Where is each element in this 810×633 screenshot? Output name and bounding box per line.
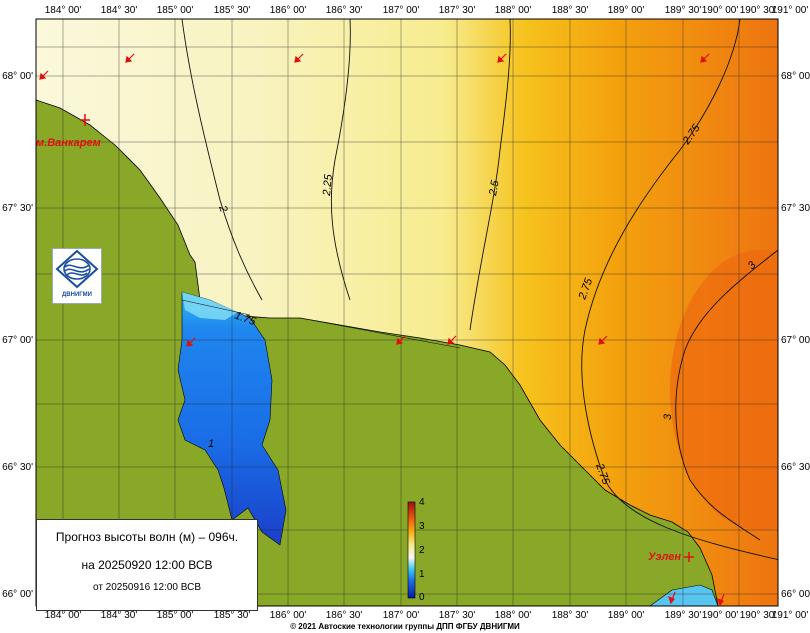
arrow-icon [39,70,49,80]
right-latitude-labels: 68° 00' 67° 30' 67° 00' 66° 30' 66° 00' [781,71,810,600]
arrow-icon [717,593,725,607]
vankarem-marker [80,114,90,126]
lon-label: 190° 00' [702,5,739,16]
arrow-icon [125,53,135,63]
contour-label-3-b: 3 [662,413,674,420]
dvnigmi-logo: ДВНИГМИ [52,248,102,304]
lon-label: 184° 00' [45,5,82,16]
graticule [36,19,778,606]
lon-label: 187° 00' [383,5,420,16]
forecast-issued-time: от 20250916 12:00 ВСВ [92,582,201,593]
arrow-icon [497,53,507,63]
lon-label: 185° 00' [157,610,194,621]
lon-label: 186° 30' [326,610,363,621]
lat-label: 66° 30' [781,462,810,473]
lon-label: 186° 00' [270,5,307,16]
lon-label: 186° 00' [270,610,307,621]
arrow-icon [700,53,710,63]
left-latitude-labels: 68° 00' 67° 30' 67° 00' 66° 30' 66° 00' [2,71,33,600]
contour-label-2-25: 2.25 [321,173,335,197]
logo-label: ДВНИГМИ [62,292,92,298]
arrow-icon [294,53,304,63]
colorbar: 4 3 2 1 0 [407,497,425,603]
arrow-icon [598,335,608,345]
arrow-icon [396,335,406,345]
lon-label: 184° 00' [45,610,82,621]
lon-label: 186° 30' [326,5,363,16]
lon-label: 188° 00' [495,5,532,16]
lon-label: 185° 30' [214,5,251,16]
top-longitude-labels: 184° 00' 184° 30' 185° 00' 185° 30' 186°… [45,5,809,16]
arrow-icon [186,337,196,347]
colorbar-gradient [407,501,416,599]
strait-water [649,584,719,606]
lon-label: 184° 30' [101,5,138,16]
lon-label: 188° 00' [495,610,532,621]
lon-label: 189° 30' [665,610,702,621]
lon-label: 184° 30' [101,610,138,621]
lat-label: 66° 30' [2,462,33,473]
copyright-text: © 2021 Автоские технологии группы ДПП ФГ… [290,622,520,631]
contour-label-2-5: 2.5 [487,179,502,198]
lon-label: 185° 30' [214,610,251,621]
colorbar-tick: 1 [419,569,425,580]
colorbar-tick: 4 [419,497,425,508]
lon-label: 189° 00' [608,5,645,16]
lat-label: 67° 30' [781,203,810,214]
lon-label: 185° 00' [157,5,194,16]
lon-label: 191° 00' [772,5,809,16]
lat-label: 68° 00' [781,71,810,82]
wave-direction-arrows [39,53,725,607]
lon-label: 190° 30' [740,5,777,16]
place-label-vankarem: м.Ванкарем [36,137,101,149]
lon-label: 188° 30' [552,5,589,16]
lon-label: 187° 30' [439,5,476,16]
lon-label: 187° 00' [383,610,420,621]
land-mass [36,99,719,606]
lon-label: 189° 00' [608,610,645,621]
arrow-icon [447,335,457,345]
uelen-marker [684,552,694,562]
lat-label: 66° 00' [2,589,33,600]
lon-label: 190° 30' [740,610,777,621]
forecast-title: Прогноз высоты волн (м) – 096ч. [55,530,239,544]
lon-label: 189° 30' [665,5,702,16]
map-frame [35,18,779,607]
high-wave-zone [670,250,778,530]
forecast-valid-time: на 20250920 12:00 ВСВ [81,558,213,572]
lon-label: 188° 30' [552,610,589,621]
lon-label: 187° 30' [439,610,476,621]
lon-label: 191° 00' [772,610,809,621]
colorbar-tick: 3 [419,521,425,532]
forecast-info-box: Прогноз высоты волн (м) – 096ч. на 20250… [36,519,258,611]
lat-label: 67° 00' [781,335,810,346]
lat-label: 68° 00' [2,71,33,82]
lat-label: 67° 30' [2,203,33,214]
contour-label-2: 2 [216,203,230,214]
lat-label: 67° 00' [2,335,33,346]
lat-label: 66° 00' [781,589,810,600]
arrow-icon [668,591,676,605]
contour-label-1: 1 [208,438,214,450]
wave-logo-icon [55,249,99,289]
contour-lines [181,19,778,561]
colorbar-tick: 2 [419,545,425,556]
coast-detail-lines [181,299,461,349]
place-label-uelen: Уэлен [648,551,681,563]
bottom-longitude-labels: 184° 00' 184° 30' 185° 00' 185° 30' 186°… [45,610,809,621]
colorbar-tick: 0 [419,592,425,603]
lon-label: 190° 00' [702,610,739,621]
